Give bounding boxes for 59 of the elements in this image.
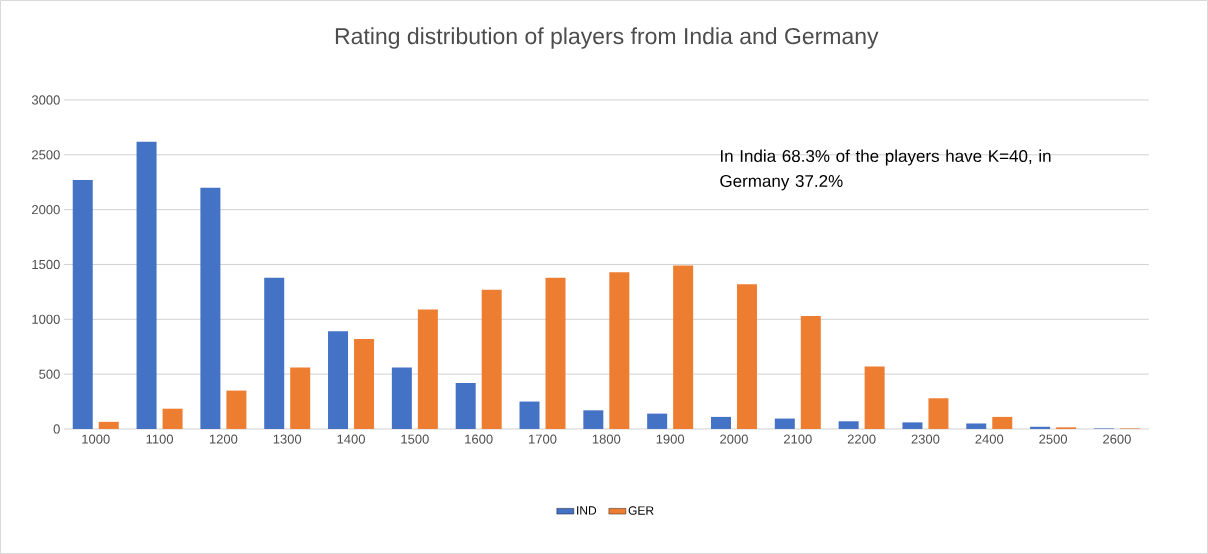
bar bbox=[800, 316, 821, 429]
x-tick-label: 1500 bbox=[401, 434, 429, 444]
x-tick-label: 1000 bbox=[82, 434, 110, 444]
bar bbox=[928, 398, 949, 429]
bar bbox=[519, 401, 540, 429]
bar bbox=[417, 309, 438, 429]
bar bbox=[966, 423, 987, 429]
bar bbox=[736, 284, 757, 429]
legend-label: GER bbox=[628, 506, 654, 515]
y-tick-label: 1500 bbox=[32, 259, 60, 270]
y-tick-label: 0 bbox=[53, 424, 60, 434]
bar bbox=[481, 289, 502, 429]
bar bbox=[774, 418, 795, 429]
bar bbox=[72, 180, 93, 429]
bar bbox=[545, 277, 566, 429]
y-tick-label: 2000 bbox=[32, 205, 60, 215]
x-tick-label: 2600 bbox=[1103, 434, 1131, 444]
bar bbox=[328, 331, 349, 429]
x-tick-label: 2300 bbox=[911, 434, 940, 444]
x-tick-label: 1600 bbox=[465, 434, 493, 444]
bar bbox=[226, 390, 247, 429]
bar bbox=[673, 265, 694, 429]
x-tick-label: 2200 bbox=[847, 434, 876, 444]
bar bbox=[992, 416, 1013, 429]
x-tick-label: 1300 bbox=[273, 434, 302, 444]
bar bbox=[162, 408, 183, 429]
bar bbox=[838, 421, 859, 429]
y-tick-label: 1000 bbox=[32, 314, 60, 324]
annotation: In India 68.3% of the players have K=40, in Germany 37.2% bbox=[720, 149, 1051, 191]
y-tick-label: 3000 bbox=[31, 95, 60, 105]
x-tick-label: 2500 bbox=[1039, 434, 1068, 444]
x-tick-label: 1200 bbox=[209, 434, 238, 444]
bar bbox=[1030, 426, 1051, 429]
x-tick-label: 1700 bbox=[529, 434, 557, 444]
x-tick-label: 1900 bbox=[656, 434, 685, 444]
bar bbox=[710, 416, 731, 429]
legend-label: IND bbox=[577, 506, 597, 515]
bar bbox=[864, 366, 885, 429]
bar bbox=[609, 272, 630, 429]
x-tick-label: 2100 bbox=[784, 434, 812, 444]
bar bbox=[264, 277, 285, 429]
x-tick-label: 1800 bbox=[592, 434, 621, 444]
bar bbox=[902, 422, 923, 429]
chart-title: Rating distribution of players from India and Germany bbox=[335, 27, 879, 49]
x-tick-label: 2400 bbox=[975, 434, 1004, 444]
x-tick-label: 1400 bbox=[337, 434, 365, 444]
bar bbox=[455, 382, 476, 429]
bar bbox=[136, 141, 157, 429]
x-tick-label: 1100 bbox=[146, 434, 174, 444]
x-tick-label: 2000 bbox=[720, 434, 748, 444]
bar bbox=[98, 421, 119, 429]
bar bbox=[354, 339, 375, 429]
bar bbox=[290, 367, 311, 429]
bar bbox=[647, 413, 668, 429]
bar bbox=[200, 187, 221, 429]
y-tick-label: 500 bbox=[39, 369, 60, 379]
bar bbox=[583, 410, 604, 429]
bar bbox=[391, 367, 412, 429]
y-tick-label: 2500 bbox=[32, 150, 60, 160]
